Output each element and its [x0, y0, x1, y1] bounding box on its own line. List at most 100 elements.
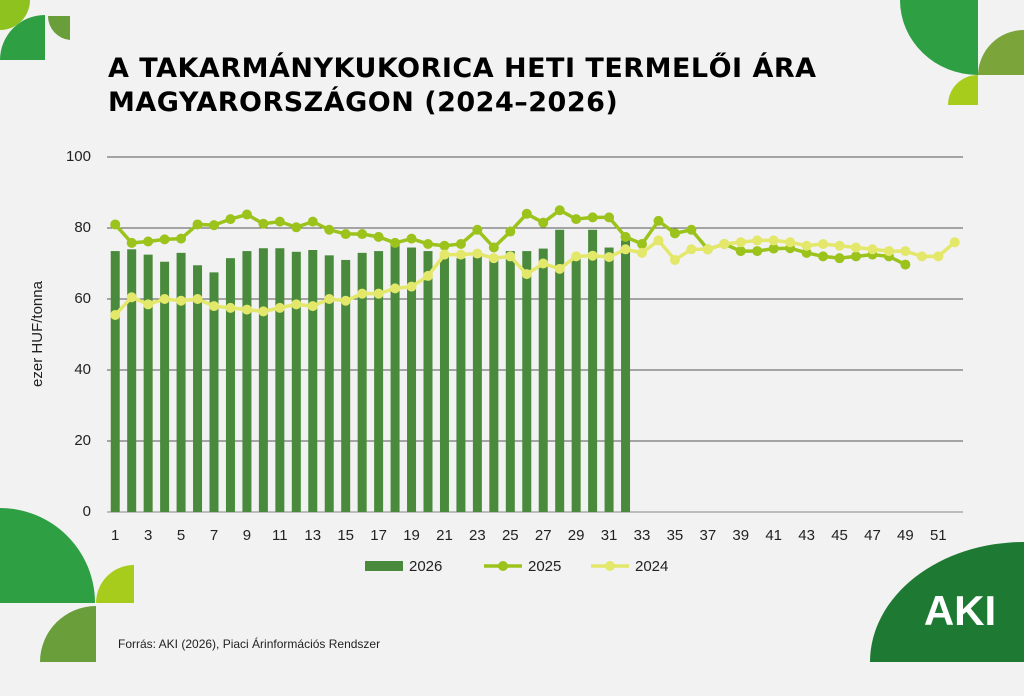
bar — [225, 258, 235, 512]
logo: AKI — [924, 587, 996, 634]
y-tick-label: 40 — [74, 361, 91, 378]
point — [455, 238, 466, 249]
bar — [522, 251, 532, 512]
bar — [472, 256, 482, 512]
point — [883, 246, 894, 257]
x-tick-label: 37 — [700, 527, 717, 544]
point — [324, 294, 335, 304]
bar — [341, 259, 351, 512]
point — [241, 209, 252, 220]
point — [307, 216, 318, 227]
point — [834, 253, 845, 264]
point — [126, 237, 137, 248]
bar — [193, 265, 203, 512]
point — [834, 240, 845, 251]
bar — [324, 255, 334, 512]
point — [851, 251, 861, 262]
point — [143, 236, 154, 247]
point — [801, 247, 812, 258]
point — [587, 250, 598, 261]
point — [505, 251, 516, 262]
point — [768, 235, 779, 246]
point — [307, 301, 318, 312]
point — [340, 229, 351, 240]
point — [818, 251, 829, 262]
point — [604, 212, 615, 223]
x-tick-label: 11 — [272, 527, 288, 544]
legend-swatch — [498, 561, 508, 571]
bar — [160, 261, 170, 512]
point — [686, 244, 697, 255]
point — [801, 240, 812, 251]
point — [488, 253, 499, 264]
point — [686, 224, 697, 235]
point — [390, 237, 401, 248]
bar — [423, 251, 433, 512]
x-tick-label: 41 — [765, 527, 782, 544]
bar — [621, 240, 631, 513]
x-tick-label: 45 — [831, 527, 848, 544]
point — [702, 244, 713, 255]
bar — [242, 251, 252, 512]
point — [538, 258, 549, 269]
bar — [209, 272, 219, 512]
bar — [538, 248, 548, 512]
point — [752, 246, 763, 257]
bar — [143, 254, 153, 512]
source: Forrás: AKI (2026), Piaci Árinformációs … — [118, 636, 380, 651]
point — [620, 244, 631, 255]
y-axis-label: ezer HUF/tonna — [29, 280, 46, 387]
point — [538, 217, 549, 228]
point — [851, 242, 861, 253]
chart-title: A TAKARMÁNYKUKORICA HETI TERMELŐI ÁRA MA… — [108, 53, 817, 118]
y-tick-label: 100 — [66, 148, 91, 165]
point — [439, 240, 450, 251]
x-tick-label: 7 — [210, 527, 218, 544]
point — [209, 220, 219, 231]
x-tick-label: 23 — [469, 527, 486, 544]
x-tick-label: 35 — [667, 527, 684, 544]
point — [818, 238, 829, 249]
point — [110, 309, 121, 320]
point — [373, 231, 384, 242]
bar — [291, 251, 301, 512]
point — [472, 224, 483, 235]
x-tick-label: 5 — [177, 527, 185, 544]
point — [669, 254, 680, 265]
point — [209, 301, 219, 312]
x-tick-label: 25 — [502, 527, 519, 544]
point — [159, 234, 170, 245]
point — [274, 302, 285, 313]
x-tick-label: 47 — [864, 527, 881, 544]
point — [406, 233, 417, 244]
point — [653, 215, 664, 226]
x-tick-label: 51 — [930, 527, 947, 544]
y-tick-label: 20 — [74, 432, 91, 449]
bar — [176, 252, 186, 512]
point — [488, 242, 499, 253]
point — [900, 259, 911, 270]
point — [604, 252, 615, 263]
x-tick-label: 3 — [144, 527, 152, 544]
point — [357, 229, 368, 240]
point — [423, 238, 433, 249]
x-tick-label: 39 — [732, 527, 749, 544]
point — [192, 294, 203, 304]
bar — [604, 247, 614, 512]
point — [126, 292, 137, 303]
bar — [555, 229, 565, 512]
legend-label: 2026 — [409, 558, 442, 575]
line — [113, 238, 956, 317]
bar — [357, 252, 367, 512]
y-tick-label: 80 — [74, 219, 91, 236]
point — [373, 288, 384, 299]
point — [439, 249, 450, 260]
point — [291, 299, 302, 310]
point — [423, 270, 433, 281]
legend-label: 2024 — [635, 558, 668, 575]
decoration — [0, 0, 1024, 662]
point — [521, 208, 532, 219]
point — [390, 283, 401, 294]
bar — [258, 248, 268, 513]
